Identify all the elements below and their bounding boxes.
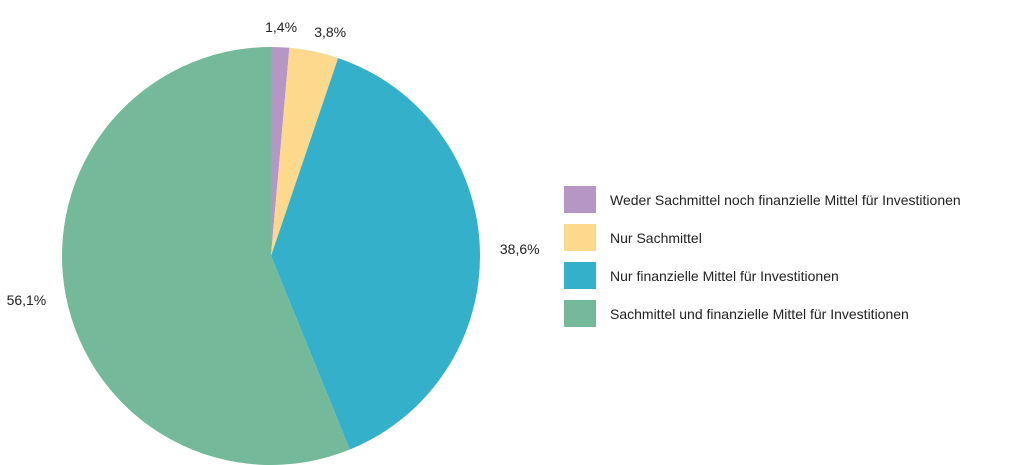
legend-label: Nur finanzielle Mittel für Investitionen	[610, 267, 839, 284]
legend-label: Weder Sachmittel noch finanzielle Mittel…	[610, 191, 961, 208]
legend-item: Weder Sachmittel noch finanzielle Mittel…	[564, 186, 961, 213]
legend-item: Nur finanzielle Mittel für Investitionen	[564, 262, 961, 289]
legend-swatch	[564, 186, 596, 213]
pie-slice	[271, 47, 339, 256]
legend-label: Nur Sachmittel	[610, 229, 702, 246]
legend-item: Sachmittel und finanzielle Mittel für In…	[564, 300, 961, 327]
pie-chart: 1,4% 3,8% 38,6% 56,1%	[7, 19, 540, 465]
legend-item: Nur Sachmittel	[564, 224, 961, 251]
slice-value-label: 1,4%	[265, 19, 297, 35]
slice-value-label: 38,6%	[500, 241, 540, 257]
legend-swatch	[564, 300, 596, 327]
pie-slice	[62, 47, 350, 465]
slice-value-label: 3,8%	[314, 24, 346, 40]
legend-label: Sachmittel und finanzielle Mittel für In…	[610, 305, 909, 322]
pie-slice	[271, 47, 290, 256]
slice-value-label: 56,1%	[7, 292, 47, 308]
legend-swatch	[564, 262, 596, 289]
legend-swatch	[564, 224, 596, 251]
pie-slice	[271, 58, 480, 450]
legend: Weder Sachmittel noch finanzielle Mittel…	[564, 186, 961, 338]
